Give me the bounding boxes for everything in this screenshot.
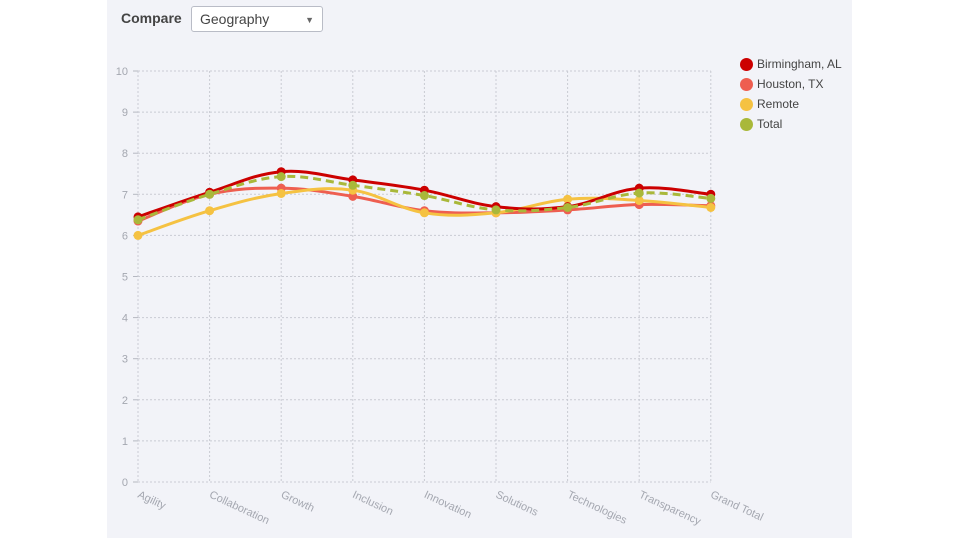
legend-swatch-icon — [740, 77, 753, 91]
legend-label: Houston, TX — [757, 77, 824, 91]
data-point-total — [706, 193, 716, 203]
y-tick-label: 1 — [122, 436, 128, 448]
y-tick-label: 9 — [122, 107, 128, 119]
x-tick-label: Collaboration — [207, 489, 271, 527]
compare-label: Compare — [121, 10, 182, 26]
legend-label: Total — [757, 117, 783, 131]
chart-panel — [107, 0, 852, 538]
data-point-remote — [419, 208, 429, 218]
data-point-remote — [276, 188, 286, 198]
compare-select-value: Geography — [200, 11, 270, 27]
x-tick-label: Grand Total — [709, 489, 765, 524]
y-tick-label: 2 — [122, 395, 128, 407]
legend-item[interactable]: Total — [740, 114, 842, 134]
legend-item[interactable]: Birmingham, AL — [740, 54, 842, 74]
chart-legend: Birmingham, AL Houston, TX Remote Total — [740, 54, 842, 134]
x-tick-label: Technologies — [565, 489, 629, 527]
x-tick-label: Solutions — [494, 489, 541, 519]
data-point-total — [419, 191, 429, 201]
y-tick-label: 10 — [116, 66, 128, 78]
data-point-remote — [133, 230, 143, 240]
y-tick-label: 5 — [122, 272, 128, 284]
legend-label: Remote — [757, 97, 800, 111]
data-point-remote — [205, 206, 215, 216]
compare-select[interactable]: Geography ▼ — [191, 6, 323, 32]
chevron-down-icon: ▼ — [305, 15, 314, 25]
x-tick-label: Innovation — [422, 489, 473, 521]
legend-swatch-icon — [740, 117, 753, 131]
data-point-remote — [563, 194, 573, 204]
y-tick-label: 3 — [122, 354, 128, 366]
legend-swatch-icon — [740, 97, 753, 111]
data-point-total — [276, 172, 286, 182]
data-point-total — [205, 189, 215, 199]
data-point-houston-tx — [348, 191, 358, 201]
x-tick-label: Growth — [279, 489, 316, 515]
data-point-total — [348, 180, 358, 190]
y-tick-label: 8 — [122, 148, 128, 160]
x-tick-label: Agility — [136, 489, 168, 512]
data-point-total — [491, 205, 501, 215]
data-point-total — [563, 202, 573, 212]
y-tick-label: 6 — [122, 230, 128, 242]
series-line-total — [137, 174, 711, 222]
y-tick-label: 0 — [122, 477, 128, 489]
data-point-total — [133, 215, 143, 225]
data-point-remote — [706, 202, 716, 212]
data-point-total — [634, 188, 644, 198]
legend-swatch-icon — [740, 57, 753, 71]
y-tick-label: 4 — [122, 313, 128, 325]
legend-label: Birmingham, AL — [757, 57, 842, 71]
data-point-remote — [634, 195, 644, 205]
y-tick-label: 7 — [122, 189, 128, 201]
legend-item[interactable]: Houston, TX — [740, 74, 842, 94]
x-tick-label: Inclusion — [351, 489, 395, 518]
legend-item[interactable]: Remote — [740, 94, 842, 114]
x-tick-label: Transparency — [637, 489, 703, 528]
